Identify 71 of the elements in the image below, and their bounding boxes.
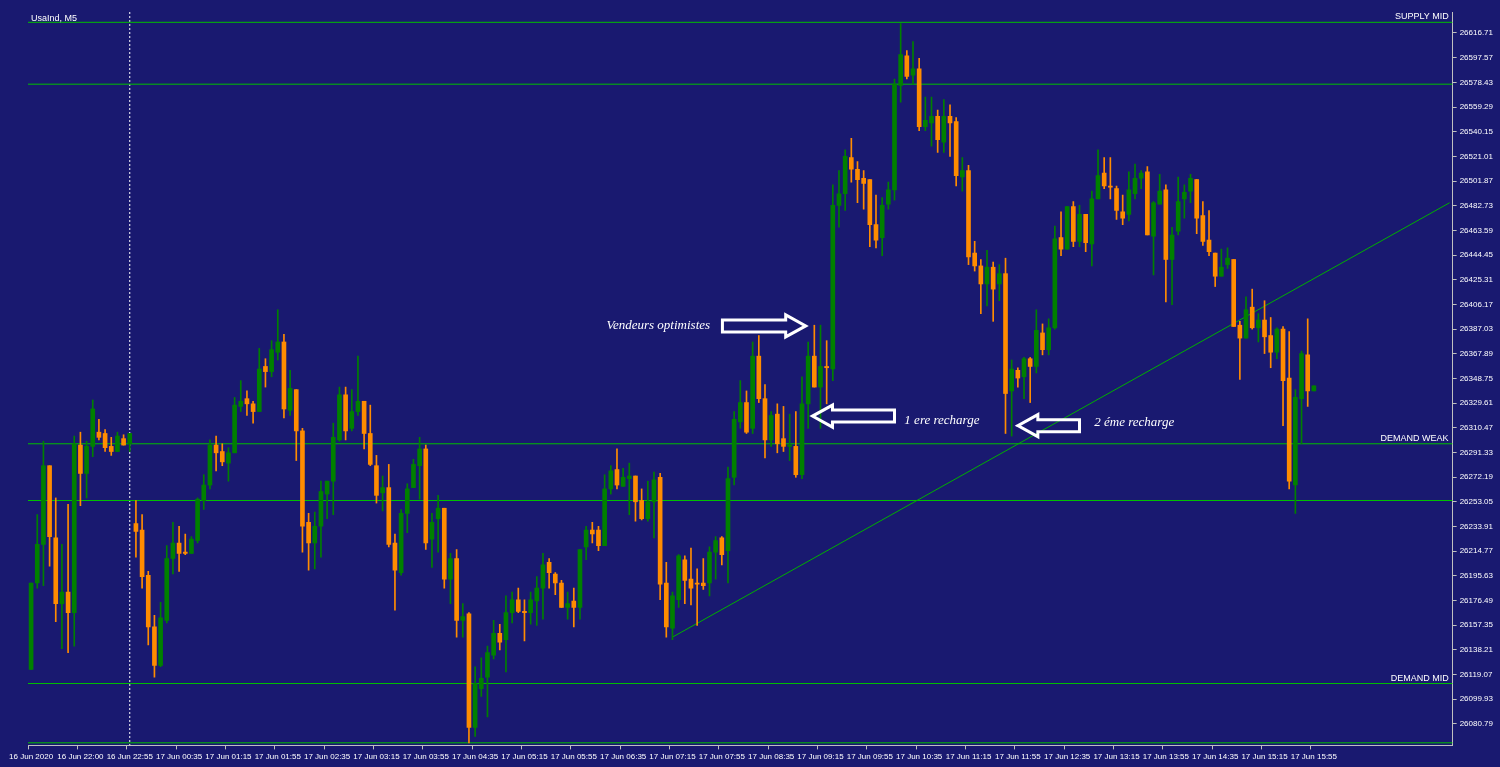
x-tick-label: 17 Jun 15:15 [1241, 752, 1289, 762]
x-tick-label: 17 Jun 07:55 [698, 752, 746, 762]
annotation: 2 éme recharge [1094, 414, 1175, 430]
ref-line-label: SUPPLY MID [1394, 11, 1450, 22]
x-tick-label: 17 Jun 11:15 [945, 752, 992, 762]
x-tick-label: 17 Jun 01:55 [254, 752, 302, 762]
x-tick-label: 17 Jun 09:15 [797, 752, 845, 762]
y-tick-label: 26291.33 [1459, 447, 1494, 457]
y-tick-label: 26253.05 [1459, 496, 1494, 506]
y-tick-label: 26310.47 [1459, 422, 1494, 432]
x-tick-label: 16 Jun 2020 [9, 752, 54, 762]
x-tick-label: 17 Jun 14:35 [1192, 752, 1239, 762]
x-tick-label: 17 Jun 03:15 [353, 752, 401, 762]
y-tick-label: 26138.21 [1459, 644, 1494, 654]
y-tick-label: 26559.29 [1459, 102, 1494, 112]
candlestick [836, 170, 842, 228]
x-tick-label: 17 Jun 04:35 [451, 752, 499, 762]
y-tick-label: 26463.59 [1459, 225, 1494, 235]
y-tick-label: 26080.79 [1459, 718, 1494, 728]
y-tick-label: 26387.03 [1459, 324, 1494, 334]
y-tick-label: 26119.07 [1459, 669, 1493, 679]
y-tick-label: 26616.71 [1459, 28, 1494, 38]
x-tick-label: 17 Jun 05:55 [550, 752, 598, 762]
y-tick-label: 26195.63 [1459, 570, 1494, 580]
y-tick-label: 26272.19 [1459, 472, 1494, 482]
y-tick-label: 26233.91 [1459, 521, 1494, 531]
ref-line-label: DEMAND MID [1390, 672, 1450, 683]
annotation: Vendeurs optimistes [606, 317, 711, 333]
candlestick [571, 587, 577, 628]
y-tick-label: 26540.15 [1459, 126, 1494, 136]
x-tick-label: 17 Jun 02:35 [303, 752, 351, 762]
x-tick-label: 17 Jun 15:55 [1290, 752, 1338, 762]
y-tick-label: 26425.31 [1459, 274, 1494, 284]
candlestick [700, 558, 706, 590]
annotation: 1 ere recharge [904, 411, 980, 427]
y-tick-label: 26099.93 [1459, 694, 1494, 704]
x-tick-label: 17 Jun 10:35 [896, 752, 943, 762]
candlestick [626, 462, 632, 516]
y-tick-label: 26406.17 [1459, 299, 1494, 309]
x-tick-label: 17 Jun 11:55 [995, 752, 1042, 762]
x-tick-label: 17 Jun 13:55 [1142, 752, 1190, 762]
x-tick-label: 16 Jun 22:00 [57, 752, 105, 762]
y-tick-label: 26501.87 [1459, 176, 1494, 186]
x-tick-label: 17 Jun 08:35 [748, 752, 795, 762]
y-tick-label: 26214.77 [1459, 546, 1494, 556]
x-tick-label: 17 Jun 09:55 [846, 752, 894, 762]
y-tick-label: 26597.57 [1459, 52, 1494, 62]
y-tick-label: 26521.01 [1459, 151, 1494, 161]
y-tick-label: 26176.49 [1459, 595, 1494, 605]
y-tick-label: 26157.35 [1459, 620, 1494, 630]
y-tick-label: 26329.61 [1459, 398, 1494, 408]
candlestick [1027, 357, 1033, 403]
x-tick-label: 17 Jun 12:35 [1044, 752, 1091, 762]
y-tick-label: 26482.73 [1459, 200, 1494, 210]
x-tick-label: 17 Jun 01:15 [205, 752, 253, 762]
x-tick-label: 17 Jun 03:55 [402, 752, 450, 762]
y-tick-label: 26348.75 [1459, 373, 1494, 383]
y-tick-label: 26578.43 [1459, 77, 1494, 87]
candlestick [460, 603, 466, 638]
candlestick [133, 500, 139, 558]
x-tick-label: 17 Jun 06:35 [600, 752, 647, 762]
chart-title: UsaInd, M5 [31, 13, 78, 23]
x-tick-label: 17 Jun 07:15 [649, 752, 697, 762]
y-tick-label: 26444.45 [1459, 250, 1494, 260]
ref-line-label: DEMAND WEAK [1380, 432, 1449, 443]
x-tick-label: 17 Jun 13:15 [1093, 752, 1141, 762]
candlestick [182, 533, 188, 555]
x-tick-label: 17 Jun 00:35 [155, 752, 203, 762]
y-tick-label: 26367.89 [1459, 348, 1494, 358]
x-tick-label: 16 Jun 22:55 [106, 752, 154, 762]
x-tick-label: 17 Jun 05:15 [501, 752, 549, 762]
